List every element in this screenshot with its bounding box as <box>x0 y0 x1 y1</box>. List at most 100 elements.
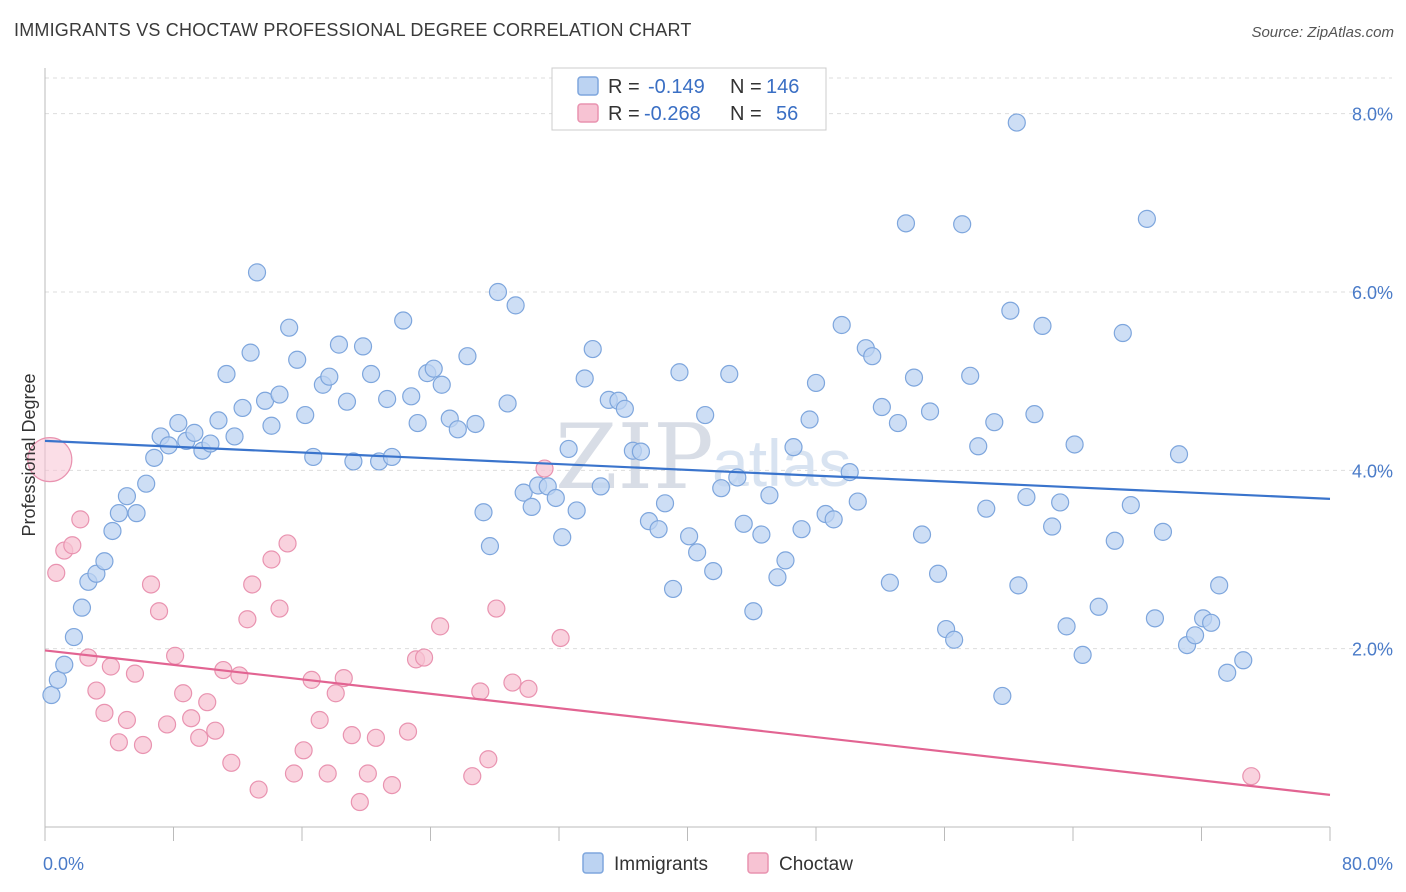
point-immigrants-45 <box>402 387 421 406</box>
point-immigrants-133 <box>1121 496 1140 515</box>
point-immigrants-26 <box>247 263 267 282</box>
point-immigrants-81 <box>688 543 707 562</box>
point-immigrants-90 <box>760 486 779 505</box>
point-immigrants-77 <box>655 494 675 513</box>
point-immigrants-110 <box>920 402 940 421</box>
bottom-legend-swatch-choctaw <box>747 852 769 874</box>
point-immigrants-76 <box>649 520 668 539</box>
point-immigrants-139 <box>1185 626 1205 645</box>
point-immigrants-131 <box>1105 531 1124 550</box>
point-choctaw-25 <box>238 610 257 629</box>
x-tick-label-max: 80.0% <box>1342 854 1393 874</box>
gridlines <box>45 77 1392 650</box>
data-points <box>27 113 1261 812</box>
point-immigrants-56 <box>488 282 508 302</box>
series-legend: Immigrants Choctaw <box>582 852 853 875</box>
point-choctaw-46 <box>431 617 450 636</box>
correlation-legend: R = -0.149 N = 146 R = -0.268 N = 56 <box>551 67 827 131</box>
point-immigrants-143 <box>1218 663 1237 682</box>
point-immigrants-59 <box>514 483 533 502</box>
point-choctaw-20 <box>198 693 217 712</box>
point-immigrants-31 <box>288 350 307 369</box>
point-immigrants-144 <box>1234 651 1253 670</box>
point-immigrants-46 <box>408 413 427 433</box>
point-choctaw-15 <box>157 715 177 734</box>
point-choctaw-9 <box>109 733 128 752</box>
point-choctaw-21 <box>206 721 225 740</box>
point-immigrants-109 <box>912 525 932 544</box>
point-immigrants-53 <box>466 414 485 434</box>
point-choctaw-24 <box>230 666 249 685</box>
point-immigrants-3 <box>64 627 84 647</box>
point-choctaw-35 <box>318 764 337 783</box>
point-immigrants-136 <box>1153 522 1173 541</box>
point-immigrants-72 <box>615 399 634 418</box>
point-immigrants-116 <box>969 437 988 456</box>
point-immigrants-36 <box>329 335 349 354</box>
point-immigrants-95 <box>800 410 819 429</box>
point-immigrants-30 <box>280 318 299 337</box>
point-immigrants-63 <box>546 488 565 508</box>
point-choctaw-0 <box>27 437 73 483</box>
point-immigrants-23 <box>225 427 244 446</box>
point-immigrants-74 <box>631 442 651 461</box>
point-immigrants-85 <box>720 364 739 384</box>
point-immigrants-130 <box>1089 597 1108 616</box>
point-immigrants-78 <box>663 579 683 599</box>
trend-lines <box>44 439 1331 796</box>
point-immigrants-87 <box>734 514 753 533</box>
point-choctaw-47 <box>463 767 482 786</box>
bottom-legend-choctaw: Choctaw <box>779 854 853 875</box>
point-immigrants-44 <box>394 311 413 330</box>
point-immigrants-118 <box>985 413 1004 432</box>
point-immigrants-33 <box>304 447 323 467</box>
point-immigrants-93 <box>784 438 803 457</box>
point-immigrants-24 <box>233 398 252 418</box>
legend-r-value-1: -0.149 <box>648 76 705 98</box>
point-immigrants-65 <box>559 439 578 459</box>
point-immigrants-107 <box>896 214 916 233</box>
point-immigrants-68 <box>583 339 602 359</box>
point-choctaw-11 <box>125 664 145 683</box>
tick-labels: 2.0% 4.0% 6.0% 8.0% 0.0% 80.0% <box>43 105 1393 874</box>
point-immigrants-128 <box>1065 435 1084 454</box>
point-choctaw-19 <box>190 728 209 747</box>
point-choctaw-14 <box>149 602 169 621</box>
point-immigrants-10 <box>117 487 137 506</box>
legend-r-label-2: R = <box>608 103 640 125</box>
point-choctaw-34 <box>310 710 329 730</box>
legend-r-label-1: R = <box>608 76 640 98</box>
point-immigrants-28 <box>262 416 281 435</box>
point-immigrants-64 <box>553 528 572 547</box>
point-immigrants-94 <box>792 520 811 539</box>
point-immigrants-141 <box>1202 613 1221 632</box>
point-immigrants-60 <box>522 497 541 516</box>
legend-n-label-2: N = <box>730 103 762 125</box>
point-immigrants-120 <box>1001 301 1020 320</box>
point-immigrants-96 <box>806 373 826 393</box>
point-immigrants-105 <box>880 573 899 592</box>
point-choctaw-13 <box>141 575 161 594</box>
point-immigrants-129 <box>1073 645 1092 665</box>
point-choctaw-18 <box>182 709 201 728</box>
point-immigrants-104 <box>872 397 891 417</box>
watermark-atlas: atlas <box>712 426 851 500</box>
point-choctaw-37 <box>334 668 353 688</box>
point-choctaw-30 <box>278 534 297 553</box>
point-choctaw-31 <box>284 764 304 783</box>
point-immigrants-115 <box>961 366 980 385</box>
point-choctaw-39 <box>350 792 369 812</box>
point-immigrants-21 <box>209 411 228 430</box>
legend-n-value-2: 56 <box>776 103 798 125</box>
point-choctaw-27 <box>249 780 268 799</box>
point-choctaw-40 <box>358 764 377 783</box>
point-immigrants-125 <box>1043 517 1062 536</box>
point-choctaw-17 <box>174 684 193 703</box>
point-choctaw-48 <box>471 682 490 701</box>
point-immigrants-66 <box>567 501 586 520</box>
legend-r-value-2: -0.268 <box>644 103 701 125</box>
bottom-legend-immigrants: Immigrants <box>614 854 708 875</box>
point-immigrants-2 <box>55 655 74 674</box>
point-immigrants-83 <box>704 561 723 581</box>
